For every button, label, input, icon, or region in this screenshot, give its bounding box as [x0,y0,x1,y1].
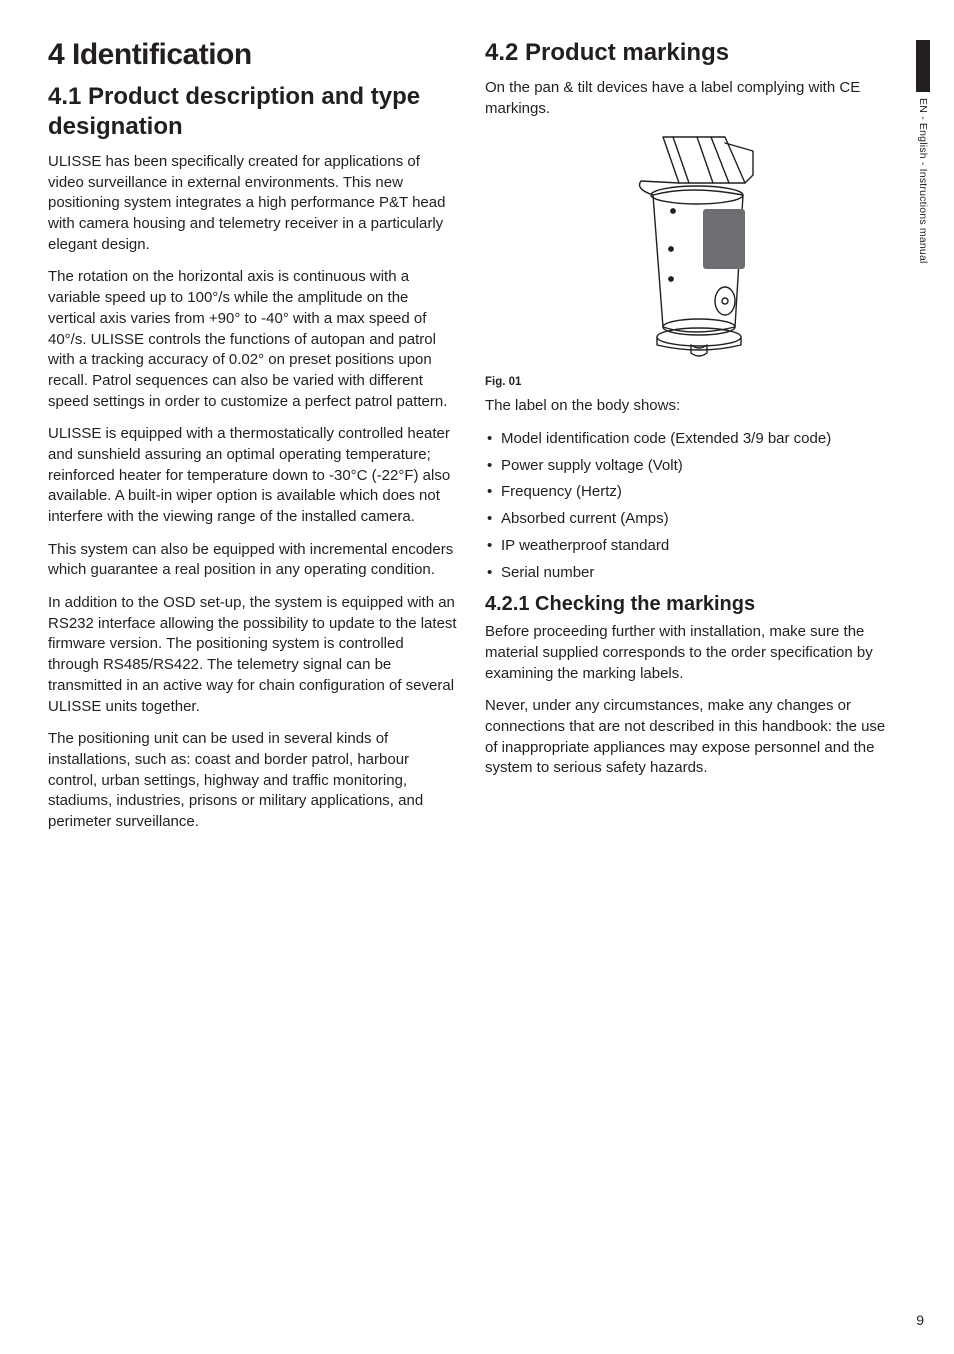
body-paragraph: The rotation on the horizontal axis is c… [48,267,457,412]
list-item: Absorbed current (Amps) [485,509,894,530]
left-column: 4 Identification 4.1 Product description… [48,38,457,845]
section-heading-4: 4 Identification [48,38,457,72]
figure-caption: Fig. 01 [485,376,894,388]
side-tab-bar [916,40,930,92]
side-tab-label: EN - English - Instructions manual [917,98,929,264]
label-info-list: Model identification code (Extended 3/9 … [485,429,894,583]
body-paragraph: On the pan & tilt devices have a label c… [485,78,894,119]
list-item: Serial number [485,563,894,584]
subheading-4-2-1: 4.2.1 Checking the markings [485,593,894,616]
body-paragraph: In addition to the OSD set-up, the syste… [48,593,457,717]
body-paragraph: Never, under any circumstances, make any… [485,696,894,779]
list-item: IP weatherproof standard [485,536,894,557]
body-paragraph: The label on the body shows: [485,396,894,417]
figure-01 [485,131,894,366]
list-item: Frequency (Hertz) [485,482,894,503]
body-paragraph: ULISSE has been specifically created for… [48,152,457,255]
list-item: Power supply voltage (Volt) [485,456,894,477]
subheading-4-2: 4.2 Product markings [485,38,894,68]
product-illustration [575,131,805,361]
content-columns: 4 Identification 4.1 Product description… [48,38,894,845]
body-paragraph: The positioning unit can be used in seve… [48,729,457,832]
body-paragraph: This system can also be equipped with in… [48,540,457,581]
body-paragraph: Before proceeding further with installat… [485,622,894,684]
subheading-4-1: 4.1 Product description and type designa… [48,82,457,142]
body-paragraph: ULISSE is equipped with a thermostatical… [48,424,457,527]
right-column: 4.2 Product markings On the pan & tilt d… [485,38,894,845]
list-item: Model identification code (Extended 3/9 … [485,429,894,450]
page-number: 9 [916,1312,924,1328]
side-language-tab: EN - English - Instructions manual [916,40,930,264]
